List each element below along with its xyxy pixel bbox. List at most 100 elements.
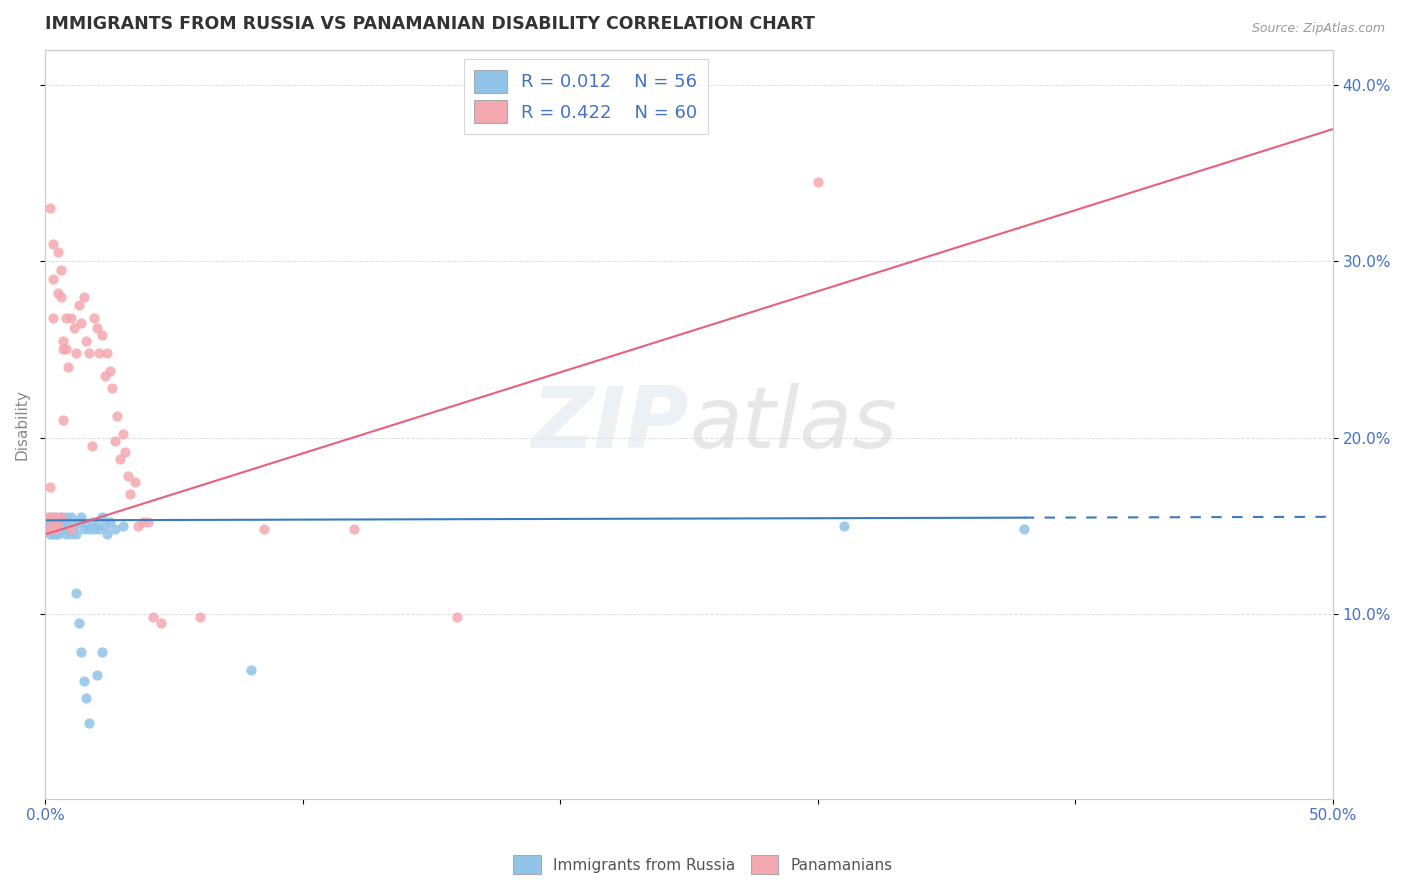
Point [62, 518, 84, 533]
Point [37, 522, 59, 536]
Point [80, 515, 103, 529]
Point [55, 522, 77, 536]
Point [67, 298, 90, 312]
Point [188, 610, 211, 624]
Point [49, 263, 72, 277]
Point [45, 522, 67, 536]
Point [240, 663, 263, 677]
Point [253, 522, 276, 536]
Point [52, 343, 75, 357]
Point [117, 469, 139, 483]
Point [96, 527, 118, 541]
Point [136, 515, 159, 529]
Point [45, 527, 67, 541]
Point [52, 413, 75, 427]
Point [46, 522, 69, 536]
Point [96, 346, 118, 360]
Text: Source: ZipAtlas.com: Source: ZipAtlas.com [1251, 22, 1385, 36]
Point [142, 610, 165, 624]
Point [60, 527, 83, 541]
Point [70, 509, 93, 524]
Point [52, 515, 75, 529]
Point [42, 527, 65, 541]
Point [67, 515, 90, 529]
Y-axis label: Disability: Disability [15, 389, 30, 459]
Point [98, 515, 121, 529]
Point [65, 585, 87, 599]
Point [89, 346, 111, 360]
Point [49, 522, 72, 536]
Point [70, 645, 93, 659]
Point [60, 522, 83, 536]
Point [49, 509, 72, 524]
Point [86, 668, 108, 682]
Point [132, 515, 155, 529]
Legend: Immigrants from Russia, Panamanians: Immigrants from Russia, Panamanians [508, 849, 898, 880]
Point [49, 509, 72, 524]
Point [111, 427, 134, 442]
Point [55, 343, 77, 357]
Point [65, 346, 87, 360]
Point [832, 518, 855, 533]
Point [90, 509, 112, 524]
Point [46, 518, 69, 533]
Point [45, 518, 67, 533]
Point [42, 515, 65, 529]
Point [60, 509, 83, 524]
Point [58, 359, 80, 374]
Point [45, 509, 67, 524]
Point [42, 509, 65, 524]
Point [39, 522, 62, 536]
Point [89, 522, 111, 536]
Point [49, 518, 72, 533]
Point [111, 518, 134, 533]
Point [114, 444, 136, 458]
Point [83, 522, 105, 536]
Point [67, 615, 90, 630]
Legend: R = 0.012    N = 56, R = 0.422    N = 60: R = 0.012 N = 56, R = 0.422 N = 60 [464, 59, 709, 134]
Point [37, 509, 59, 524]
Point [76, 691, 98, 706]
Point [108, 451, 131, 466]
Point [46, 527, 69, 541]
Point [39, 527, 62, 541]
Point [49, 289, 72, 303]
Point [83, 310, 105, 325]
Point [60, 522, 83, 536]
Point [42, 515, 65, 529]
Point [65, 527, 87, 541]
Point [42, 236, 65, 251]
Point [46, 285, 69, 300]
Point [39, 515, 62, 529]
Point [55, 527, 77, 541]
Point [55, 310, 77, 325]
Point [73, 522, 96, 536]
Point [76, 334, 98, 348]
Point [42, 522, 65, 536]
Point [77, 346, 100, 360]
Text: IMMIGRANTS FROM RUSSIA VS PANAMANIAN DISABILITY CORRELATION CHART: IMMIGRANTS FROM RUSSIA VS PANAMANIAN DIS… [45, 15, 815, 33]
Point [76, 518, 98, 533]
Point [127, 518, 149, 533]
Point [807, 175, 830, 189]
Point [80, 439, 103, 453]
Point [58, 518, 80, 533]
Point [39, 202, 62, 216]
Point [101, 381, 124, 395]
Point [45, 522, 67, 536]
Point [93, 518, 115, 533]
Point [39, 509, 62, 524]
Point [90, 645, 112, 659]
Point [42, 272, 65, 286]
Point [1012, 522, 1035, 536]
Point [77, 522, 100, 536]
Point [42, 310, 65, 325]
Point [150, 615, 173, 630]
Text: ZIP: ZIP [531, 383, 689, 466]
Point [70, 316, 93, 330]
Point [52, 334, 75, 348]
Point [37, 518, 59, 533]
Point [93, 368, 115, 383]
Text: atlas: atlas [689, 383, 897, 466]
Point [62, 321, 84, 335]
